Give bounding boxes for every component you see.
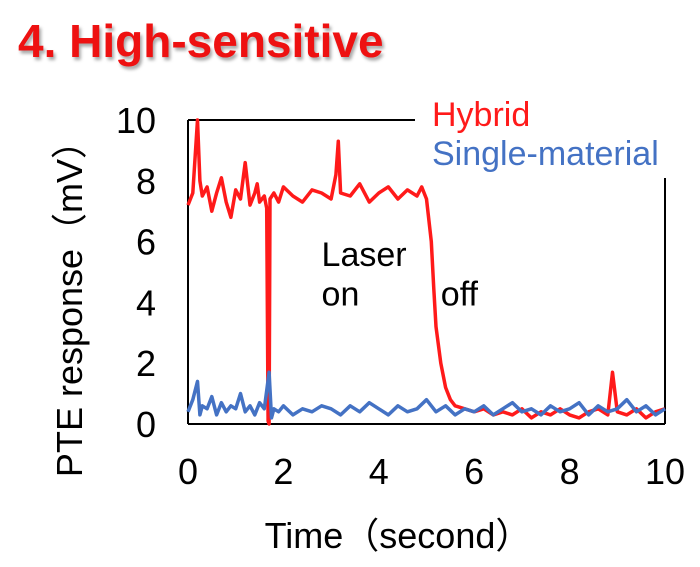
series-line-single-material bbox=[186, 370, 666, 420]
y-axis-title: PTE response（mV） bbox=[49, 123, 90, 477]
y-tick-labels: 0 2 4 6 8 10 bbox=[116, 100, 156, 445]
y-tick-label: 6 bbox=[136, 222, 156, 263]
x-tick-label: 0 bbox=[178, 451, 198, 492]
x-tick-label: 4 bbox=[369, 451, 389, 492]
annotation-label: off bbox=[441, 275, 479, 313]
y-tick-label: 10 bbox=[116, 100, 156, 141]
series-layer bbox=[186, 118, 666, 426]
x-tick-labels: 0 2 4 6 8 10 bbox=[178, 451, 685, 492]
x-tick-label: 2 bbox=[273, 451, 293, 492]
y-tick-label: 8 bbox=[136, 161, 156, 202]
y-tick-label: 4 bbox=[136, 282, 156, 323]
x-axis-title: Time（second） bbox=[265, 515, 532, 556]
x-tick-label: 10 bbox=[645, 451, 685, 492]
x-tick-label: 8 bbox=[560, 451, 580, 492]
slide-title: 4. High-sensitive bbox=[18, 15, 384, 67]
y-tick-label: 0 bbox=[136, 404, 156, 445]
y-tick-label: 2 bbox=[136, 343, 156, 384]
legend-entry-single-material: Single-material bbox=[432, 135, 659, 173]
annotation-label: on bbox=[322, 275, 360, 313]
legend-entry-hybrid: Hybrid bbox=[432, 96, 530, 134]
annotation-label: Laser bbox=[322, 236, 407, 274]
x-tick-label: 6 bbox=[464, 451, 484, 492]
